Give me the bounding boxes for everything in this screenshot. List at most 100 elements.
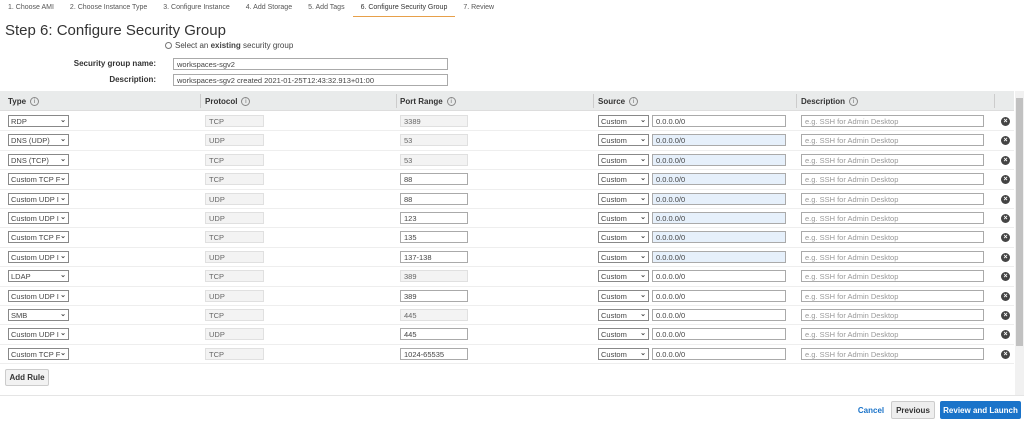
port-range-input[interactable]: 135 <box>400 231 468 244</box>
source-select[interactable]: Custom ⌄ <box>598 270 649 283</box>
type-select[interactable]: SMB ⌄ <box>8 309 69 321</box>
remove-rule-icon[interactable]: × <box>1001 155 1010 165</box>
info-icon[interactable]: i <box>30 97 40 106</box>
type-select[interactable]: Custom TCP F ⌄ <box>8 347 69 360</box>
rule-description-input[interactable]: e.g. SSH for Admin Desktop <box>801 250 984 263</box>
remove-rule-icon[interactable]: × <box>1001 349 1010 359</box>
rule-description-input[interactable]: e.g. SSH for Admin Desktop <box>801 289 984 302</box>
port-range-input[interactable]: 445 <box>400 328 468 341</box>
cidr-input[interactable]: 0.0.0.0/0 <box>652 309 786 321</box>
wizard-tab[interactable]: 3. Configure Instance <box>163 4 230 11</box>
rule-description-input[interactable]: e.g. SSH for Admin Desktop <box>801 115 984 127</box>
source-select[interactable]: Custom ⌄ <box>598 115 649 127</box>
rule-description-input[interactable]: e.g. SSH for Admin Desktop <box>801 328 984 341</box>
cidr-input[interactable]: 0.0.0.0/0 <box>652 115 786 127</box>
port-range-input: 53 <box>400 153 468 166</box>
group-name-input[interactable]: workspaces-sgv2 <box>173 58 448 70</box>
cidr-input[interactable]: 0.0.0.0/0 <box>652 250 786 263</box>
type-select[interactable]: RDP ⌄ <box>8 115 69 127</box>
source-select[interactable]: Custom ⌄ <box>598 134 649 147</box>
cidr-input[interactable]: 0.0.0.0/0 <box>652 192 786 205</box>
cidr-input[interactable]: 0.0.0.0/0 <box>652 289 786 302</box>
source-select[interactable]: Custom ⌄ <box>598 309 649 321</box>
source-select[interactable]: Custom ⌄ <box>598 192 649 205</box>
source-select[interactable]: Custom ⌄ <box>598 347 649 360</box>
remove-rule-icon[interactable]: × <box>1001 175 1010 185</box>
type-select[interactable]: DNS (UDP) ⌄ <box>8 134 69 147</box>
rule-description-input[interactable]: e.g. SSH for Admin Desktop <box>801 309 984 321</box>
cancel-link[interactable]: Cancel <box>857 405 885 415</box>
type-select[interactable]: LDAP ⌄ <box>8 270 69 283</box>
port-range-input[interactable]: 389 <box>400 289 468 302</box>
cidr-input[interactable]: 0.0.0.0/0 <box>652 153 786 166</box>
source-select[interactable]: Custom ⌄ <box>598 328 649 341</box>
scrollbar-thumb[interactable] <box>1016 98 1023 346</box>
type-select[interactable]: Custom UDP I ⌄ <box>8 192 69 205</box>
remove-rule-icon[interactable]: × <box>1001 214 1010 223</box>
source-select[interactable]: Custom ⌄ <box>598 153 649 166</box>
port-range-input[interactable]: 1024-65535 <box>400 347 468 360</box>
type-select[interactable]: Custom UDP I ⌄ <box>8 250 69 263</box>
source-value: Custom <box>601 349 627 359</box>
add-rule-button[interactable]: Add Rule <box>5 369 49 386</box>
rule-description-input[interactable]: e.g. SSH for Admin Desktop <box>801 192 984 205</box>
type-select[interactable]: DNS (TCP) ⌄ <box>8 153 69 166</box>
remove-rule-icon[interactable]: × <box>1001 194 1010 204</box>
rule-description-input[interactable]: e.g. SSH for Admin Desktop <box>801 173 984 186</box>
wizard-tab[interactable]: 7. Review <box>463 4 495 11</box>
remove-rule-icon[interactable]: × <box>1001 233 1010 243</box>
protocol-field: TCP <box>205 231 264 244</box>
table-row: LDAP ⌄ TCP 389 Custom ⌄ 0.0.0.0/0 e.g. SSH for … <box>0 267 1014 287</box>
wizard-tab[interactable]: 6. Configure Security Group <box>352 0 456 17</box>
description-input[interactable]: workspaces-sgv2 created 2021-01-25T12:43… <box>173 74 448 86</box>
remove-rule-icon[interactable]: × <box>1001 311 1010 320</box>
remove-rule-icon[interactable]: × <box>1001 272 1010 282</box>
rule-description-input[interactable]: e.g. SSH for Admin Desktop <box>801 134 984 147</box>
port-range-input[interactable]: 88 <box>400 192 468 205</box>
type-select[interactable]: Custom UDP I ⌄ <box>8 212 69 224</box>
cidr-input[interactable]: 0.0.0.0/0 <box>652 212 786 224</box>
cidr-input[interactable]: 0.0.0.0/0 <box>652 134 786 147</box>
source-value: Custom <box>601 175 627 185</box>
rule-description-input[interactable]: e.g. SSH for Admin Desktop <box>801 347 984 360</box>
port-range-input[interactable]: 137-138 <box>400 250 468 263</box>
wizard-tab[interactable]: 1. Choose AMI <box>8 4 54 11</box>
wizard-tab[interactable]: 2. Choose Instance Type <box>69 4 148 11</box>
source-select[interactable]: Custom ⌄ <box>598 173 649 186</box>
info-icon[interactable]: i <box>849 97 859 106</box>
type-select[interactable]: Custom TCP F ⌄ <box>8 231 69 244</box>
info-icon[interactable]: i <box>629 97 639 106</box>
rule-description-input[interactable]: e.g. SSH for Admin Desktop <box>801 153 984 166</box>
remove-rule-icon[interactable]: × <box>1001 291 1010 301</box>
wizard-tab[interactable]: 4. Add Storage <box>245 4 293 11</box>
source-select[interactable]: Custom ⌄ <box>598 250 649 263</box>
remove-rule-icon[interactable]: × <box>1001 136 1010 146</box>
info-icon[interactable]: i <box>446 97 456 106</box>
source-select[interactable]: Custom ⌄ <box>598 289 649 302</box>
select-existing-group-radio[interactable]: Select an existing security group <box>165 41 293 50</box>
port-range-input[interactable]: 123 <box>400 212 468 224</box>
cidr-input[interactable]: 0.0.0.0/0 <box>652 173 786 186</box>
source-select[interactable]: Custom ⌄ <box>598 231 649 244</box>
wizard-tab[interactable]: 5. Add Tags <box>308 4 345 11</box>
cidr-input[interactable]: 0.0.0.0/0 <box>652 231 786 244</box>
cidr-input[interactable]: 0.0.0.0/0 <box>652 347 786 360</box>
type-select[interactable]: Custom TCP F ⌄ <box>8 173 69 186</box>
previous-button[interactable]: Previous <box>891 401 935 419</box>
cidr-input[interactable]: 0.0.0.0/0 <box>652 328 786 341</box>
rule-description-input[interactable]: e.g. SSH for Admin Desktop <box>801 231 984 244</box>
source-value: Custom <box>601 252 627 262</box>
remove-rule-icon[interactable]: × <box>1001 252 1010 262</box>
remove-rule-icon[interactable]: × <box>1001 117 1010 126</box>
type-select[interactable]: Custom UDP I ⌄ <box>8 328 69 341</box>
type-select[interactable]: Custom UDP I ⌄ <box>8 289 69 302</box>
port-range-input[interactable]: 88 <box>400 173 468 186</box>
radio-icon[interactable] <box>165 42 172 49</box>
cidr-input[interactable]: 0.0.0.0/0 <box>652 270 786 283</box>
info-icon[interactable]: i <box>241 97 251 106</box>
rule-description-input[interactable]: e.g. SSH for Admin Desktop <box>801 212 984 224</box>
rule-description-input[interactable]: e.g. SSH for Admin Desktop <box>801 270 984 283</box>
source-select[interactable]: Custom ⌄ <box>598 212 649 224</box>
remove-rule-icon[interactable]: × <box>1001 330 1010 340</box>
review-and-launch-button[interactable]: Review and Launch <box>940 401 1021 419</box>
